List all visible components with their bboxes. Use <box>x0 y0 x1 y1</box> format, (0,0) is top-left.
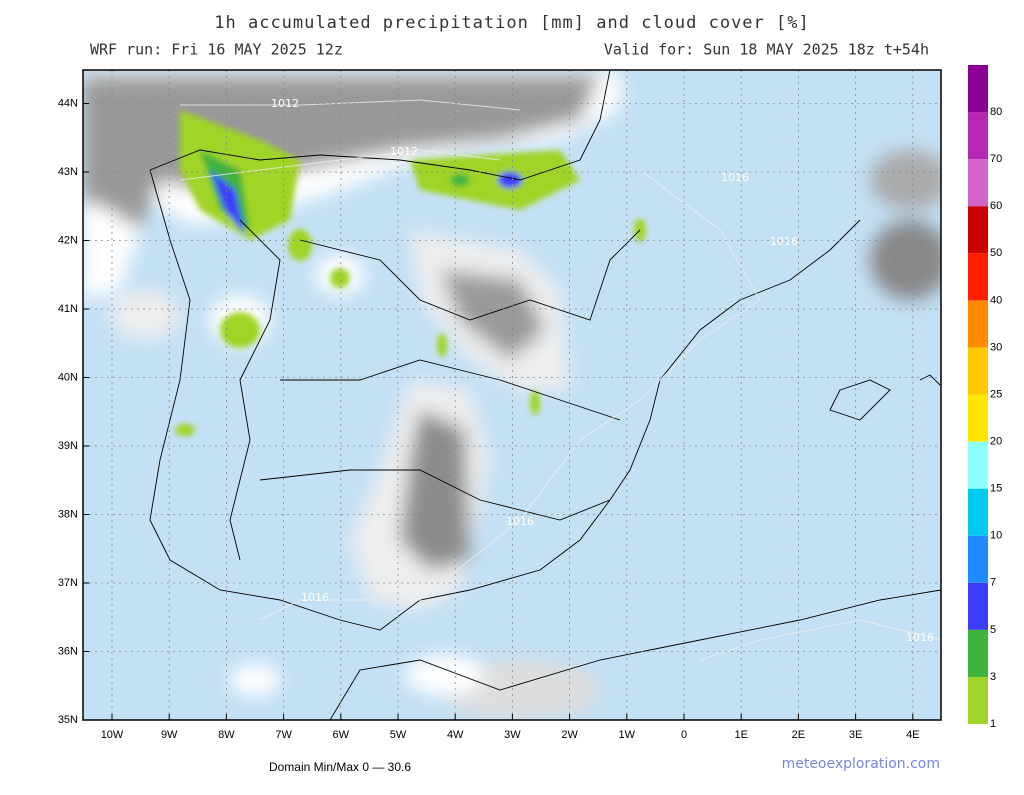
isobar-label: 1016 <box>301 591 329 604</box>
domain-minmax: Domain Min/Max 0 — 30.6 <box>269 760 411 774</box>
colorbar-label: 50 <box>990 247 1002 259</box>
lon-label: 7W <box>275 729 292 741</box>
colorbar-segment <box>968 535 988 583</box>
isobar-label: 1016 <box>721 171 749 184</box>
colorbar-label: 10 <box>990 530 1002 542</box>
lat-label: 36N <box>58 645 78 657</box>
colorbar-segment <box>968 253 988 301</box>
colorbar-segment <box>968 394 988 442</box>
colorbar-label: 3 <box>990 671 996 683</box>
colorbar-label: 80 <box>990 106 1002 118</box>
lon-label: 2W <box>561 729 578 741</box>
colorbar-segment <box>968 676 988 724</box>
title: 1h accumulated precipitation [mm] and cl… <box>214 13 809 33</box>
colorbar-label: 5 <box>990 624 996 636</box>
isobars <box>179 99 941 661</box>
colorbar-label: 7 <box>990 577 996 589</box>
lat-label: 37N <box>58 577 78 589</box>
lon-label: 6W <box>333 729 350 741</box>
lon-label: 0 <box>681 729 687 741</box>
lon-label: 4E <box>906 729 919 741</box>
lon-label: 1W <box>619 729 636 741</box>
lon-label: 9W <box>161 729 178 741</box>
colorbar-label: 30 <box>990 341 1002 353</box>
valid-info: Valid for: Sun 18 MAY 2025 18z t+54h <box>604 41 929 59</box>
lon-label: 4W <box>447 729 464 741</box>
lon-label: 2E <box>792 729 805 741</box>
isobar-label: 1016 <box>906 631 934 644</box>
lat-label: 43N <box>58 166 78 178</box>
isobar-label: 1012 <box>390 145 418 158</box>
colorbar-segment <box>968 206 988 254</box>
lat-label: 38N <box>58 508 78 520</box>
isobar-label: 1012 <box>271 97 299 110</box>
colorbar-label: 25 <box>990 388 1002 400</box>
map: 1012 1012 1016 1016 1016 1016 1016 <box>83 70 941 720</box>
colorbar-label: 15 <box>990 483 1002 495</box>
isobar-label: 1016 <box>506 515 534 528</box>
colorbar-segment <box>968 629 988 677</box>
colorbar-segment <box>968 441 988 489</box>
colorbar-label: 40 <box>990 294 1002 306</box>
lat-label: 35N <box>58 714 78 726</box>
colorbar-segment <box>968 112 988 160</box>
lon-label: 1E <box>734 729 747 741</box>
lon-label: 10W <box>101 729 124 741</box>
isobar-label: 1016 <box>770 235 798 248</box>
run-info: WRF run: Fri 16 MAY 2025 12z <box>90 41 343 59</box>
colorbar-segment <box>968 582 988 630</box>
colorbar-label: 70 <box>990 153 1002 165</box>
colorbar-segment <box>968 488 988 536</box>
lat-label: 39N <box>58 440 78 452</box>
site-credit[interactable]: meteoexploration.com <box>782 756 940 772</box>
colorbar-segment <box>968 65 988 113</box>
lat-label: 40N <box>58 371 78 383</box>
cloud-cover <box>83 70 941 720</box>
colorbar-label: 20 <box>990 435 1002 447</box>
lat-label: 42N <box>58 234 78 246</box>
colorbar-segment <box>968 347 988 395</box>
colorbar-label: 60 <box>990 200 1002 212</box>
lon-label: 8W <box>218 729 235 741</box>
colorbar-label: 1 <box>990 718 996 730</box>
lon-label: 3W <box>504 729 521 741</box>
colorbar-segment <box>968 159 988 207</box>
lon-label: 3E <box>849 729 862 741</box>
lon-label: 5W <box>390 729 407 741</box>
lat-label: 41N <box>58 303 78 315</box>
lat-label: 44N <box>58 97 78 109</box>
colorbar-segment <box>968 300 988 348</box>
borders <box>149 70 941 720</box>
graticule <box>83 70 941 720</box>
